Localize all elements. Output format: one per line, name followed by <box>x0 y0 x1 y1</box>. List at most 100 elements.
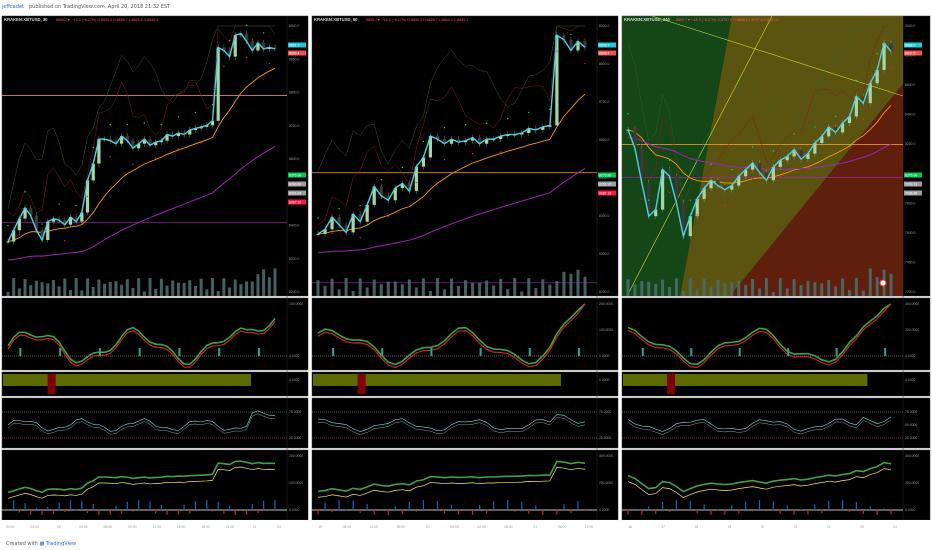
osc-histogram-bar <box>58 502 60 510</box>
volume-bar <box>506 288 510 296</box>
osc-histogram-bar <box>848 510 851 512</box>
time-axis-label: 18:00 <box>201 525 210 529</box>
volume-bar <box>471 282 475 296</box>
macd-line <box>7 317 276 366</box>
volume-bar <box>330 278 334 296</box>
osc-histogram-bar <box>251 503 253 510</box>
signal-dot-green <box>160 123 163 126</box>
osc-histogram-bar <box>338 500 340 510</box>
candle-body <box>854 96 858 117</box>
time-axis-label: 12:00 <box>152 525 161 529</box>
price-axis-label: 8400.0 <box>289 224 299 228</box>
volume-bar <box>80 290 84 296</box>
regime-box-red <box>47 374 56 394</box>
candle-body <box>316 233 320 235</box>
time-axis-label: 20 <box>426 525 430 529</box>
volume-bar <box>847 289 851 296</box>
signal-dot-green <box>422 140 425 143</box>
time-axis-label: 16 <box>628 525 632 529</box>
osc-histogram-bar <box>876 510 878 515</box>
osc-histogram-bar <box>514 510 516 512</box>
candle-body <box>210 120 215 126</box>
brand-link[interactable]: TradingView <box>45 541 77 547</box>
volume-bar <box>239 284 243 296</box>
volume-bar <box>583 276 587 296</box>
candle-body <box>29 207 33 216</box>
candle-body <box>750 162 755 170</box>
time-axis-label: 12:00 <box>585 525 594 529</box>
multi-timeframe-chart[interactable]: 8900.0 8850.0 8800.0 8700.0 8600.0 8500.0 8400… <box>1 14 931 538</box>
candle-body <box>840 123 845 133</box>
pane-title: KRAKEN:XBTUSD, 60 <box>314 17 358 22</box>
osc-histogram-bar <box>696 510 698 514</box>
candle-body <box>442 139 447 144</box>
price-panel-bg <box>1 15 309 297</box>
volume-bar <box>125 279 129 296</box>
osc-histogram-bar <box>394 506 396 510</box>
osc-histogram-bar <box>132 510 134 512</box>
candle-body <box>562 35 566 40</box>
osc-histogram-bar <box>240 508 242 510</box>
candle-body <box>654 209 658 217</box>
volume-bar <box>820 283 824 296</box>
volume-bar <box>273 268 277 296</box>
price-axis-label: 8500.0 <box>599 176 609 180</box>
volume-bar <box>758 288 761 296</box>
volume-bar <box>358 278 362 296</box>
osc-histogram-bar <box>890 510 892 515</box>
volume-bar <box>262 269 266 296</box>
candle-body <box>806 153 810 159</box>
signal-dot-green <box>464 123 467 126</box>
volume-bar <box>12 278 16 296</box>
osc-histogram-bar <box>443 510 446 514</box>
candle-body <box>386 195 390 201</box>
signal-dot-red <box>268 62 271 65</box>
signal-dot-green <box>177 116 180 118</box>
candle-body <box>435 136 440 140</box>
osc-histogram-bar <box>234 510 236 515</box>
time-axis-label: 18 <box>694 525 698 529</box>
osc-histogram-bar <box>731 505 733 510</box>
volume-bar <box>74 278 78 296</box>
osc-signal-line <box>317 467 586 498</box>
macd-histogram-bar <box>98 348 101 356</box>
osc-histogram-bar <box>274 500 276 510</box>
osc-histogram-bar <box>18 510 20 513</box>
volume-bar <box>428 290 432 296</box>
osc-histogram-bar <box>387 510 389 515</box>
volume-bar <box>91 286 95 296</box>
macd-signal-line <box>317 303 586 369</box>
volume-bar <box>154 288 158 296</box>
volume-bar <box>188 280 192 296</box>
volume-bar <box>29 285 33 296</box>
tradingview-logo-icon[interactable]: ▩ <box>39 541 45 547</box>
osc-histogram-bar <box>211 510 214 512</box>
time-axis-label: 17 <box>661 525 665 529</box>
price-axis-label: 8600.0 <box>289 157 299 161</box>
price-axis-label: 8600.0 <box>599 138 609 142</box>
candle-body <box>576 41 580 51</box>
pane-title: KRAKEN:XBTUSD, 240 <box>624 17 671 22</box>
pane-title: KRAKEN:XBTUSD, 30 <box>4 17 48 22</box>
signal-dot-green <box>507 117 509 120</box>
osc-histogram-bar <box>223 510 225 514</box>
volume-bar <box>228 287 232 296</box>
candle-body <box>137 143 141 149</box>
price-tag-bg <box>904 181 922 187</box>
signal-dot-red <box>641 198 643 200</box>
osc-axis-label: 400.0000 <box>599 454 613 458</box>
signal-dot-red <box>387 215 389 217</box>
signal-dot-red <box>834 147 837 150</box>
candle-body <box>108 139 112 141</box>
osc-histogram-bar <box>883 508 885 510</box>
author-link[interactable]: jeffcadet <box>2 4 24 10</box>
rsi-axis-label: 75.0000 <box>599 410 611 414</box>
macd-histogram-bar <box>218 348 221 356</box>
osc-histogram-bar <box>668 510 671 512</box>
signal-dot-green <box>814 126 816 128</box>
volume-bar <box>131 287 135 296</box>
osc-histogram-bar <box>751 510 754 512</box>
candle-body <box>74 217 78 222</box>
volume-bar <box>854 278 858 296</box>
signal-dot-green <box>570 33 572 36</box>
